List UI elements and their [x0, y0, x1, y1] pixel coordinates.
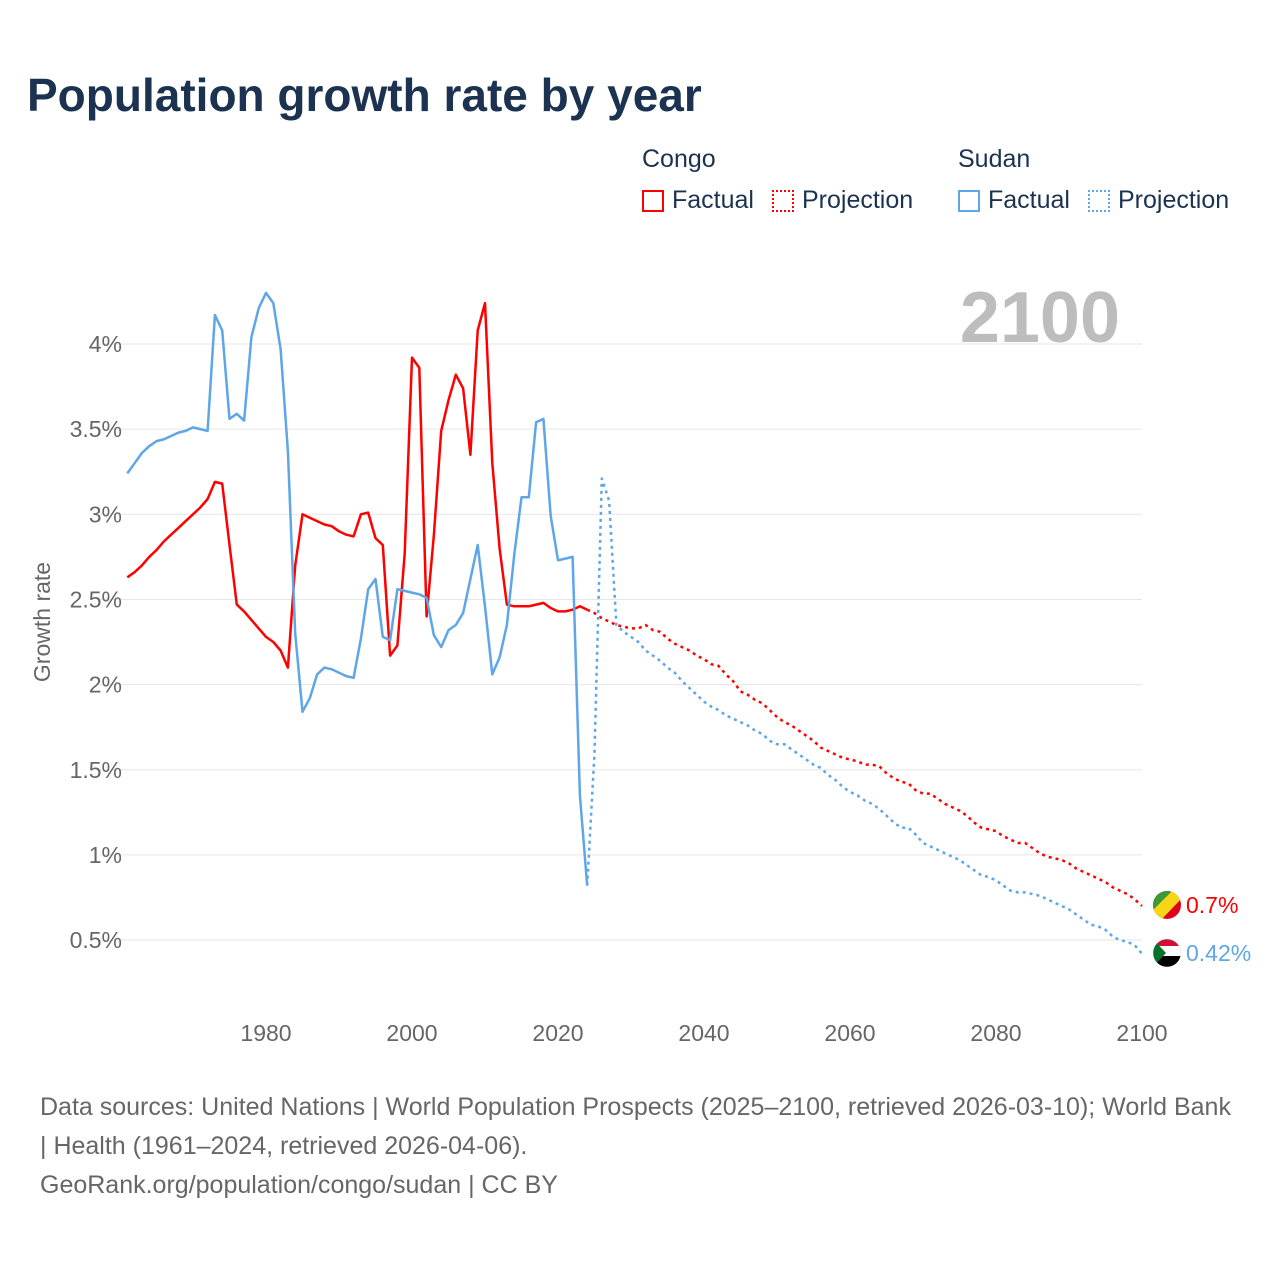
y-tick-label: 1.5% [70, 757, 122, 783]
x-tick-label: 2100 [1116, 1020, 1167, 1046]
x-tick-label: 1980 [240, 1020, 291, 1046]
chart-title: Population growth rate by year [27, 69, 702, 121]
series-congo-factual [126, 301, 588, 669]
y-tick-label: 4% [89, 331, 122, 357]
end-label-sudan: 0.42% [1186, 940, 1251, 966]
dotted-swatch-icon [1087, 189, 1110, 212]
y-tick-label: 0.5% [70, 927, 122, 953]
y-axis-label: Growth rate [29, 562, 55, 682]
legend-congo: Congo Factual Projection [642, 145, 931, 215]
legend-label: Factual [988, 186, 1070, 214]
end-label-congo: 0.7% [1186, 892, 1238, 918]
legend-congo-factual[interactable]: Factual [642, 186, 754, 215]
solid-swatch-icon [958, 189, 980, 212]
year-watermark: 2100 [960, 278, 1120, 358]
dotted-swatch-icon [771, 189, 794, 212]
footer: Data sources: United Nations | World Pop… [40, 1088, 1240, 1205]
y-tick-label: 2.5% [70, 586, 122, 612]
series-sudan-projection [585, 477, 1143, 955]
x-tick-label: 2080 [970, 1020, 1021, 1046]
sudan-flag-icon [1152, 938, 1182, 968]
legend-sudan-projection[interactable]: Projection [1087, 186, 1230, 215]
series-sudan-factual [126, 291, 589, 886]
x-tick-label: 2000 [386, 1020, 437, 1046]
x-tick-label: 2060 [824, 1020, 875, 1046]
series-congo-projection [586, 608, 1143, 907]
legend-sudan-factual[interactable]: Factual [958, 186, 1070, 215]
legend-label: Projection [801, 186, 914, 214]
x-tick-label: 2040 [678, 1020, 729, 1046]
y-tick-label: 3.5% [70, 416, 122, 442]
data-sources: Data sources: United Nations | World Pop… [40, 1093, 1231, 1160]
y-tick-label: 1% [89, 842, 122, 868]
legend-congo-title: Congo [642, 145, 716, 173]
congo-flag-icon [1153, 891, 1181, 919]
y-tick-label: 3% [89, 501, 122, 527]
legend-sudan: Sudan Factual Projection [958, 145, 1247, 215]
legend-label: Factual [672, 186, 754, 214]
solid-swatch-icon [642, 189, 664, 212]
legend-sudan-title: Sudan [958, 145, 1031, 173]
legend-congo-projection[interactable]: Projection [771, 186, 914, 215]
legend-label: Projection [1117, 186, 1230, 214]
x-tick-label: 2020 [532, 1020, 583, 1046]
y-tick-label: 2% [89, 672, 122, 698]
credit-link[interactable]: GeoRank.org/population/congo/sudan | CC … [40, 1171, 558, 1199]
